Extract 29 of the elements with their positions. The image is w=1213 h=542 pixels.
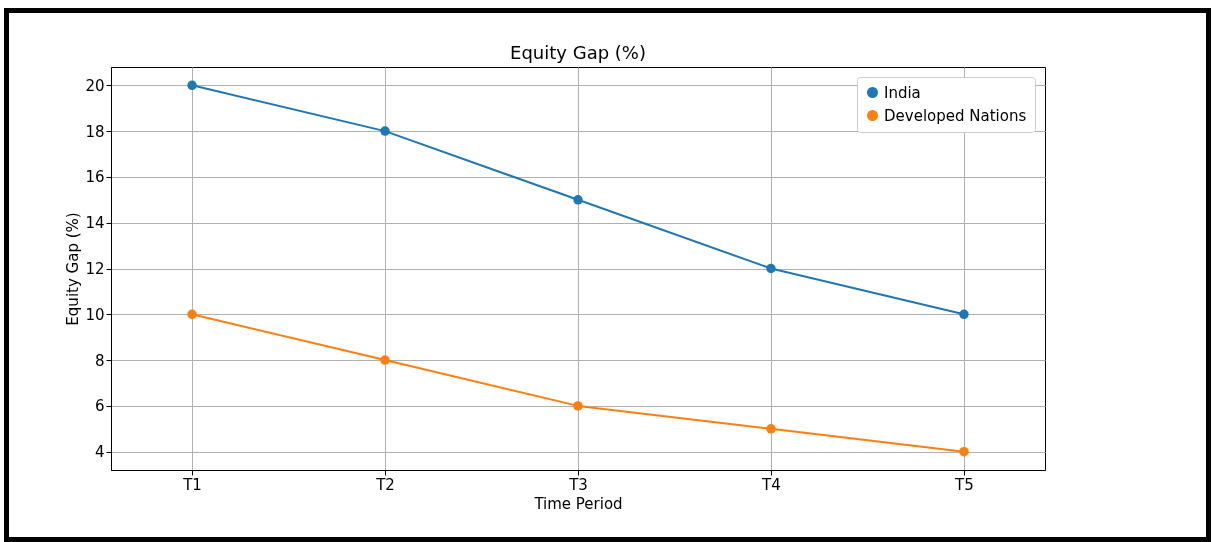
point bbox=[187, 309, 197, 320]
y-axis-title: Equity Gap (%) bbox=[64, 212, 83, 326]
point bbox=[766, 263, 776, 274]
x-tick-label: T2 bbox=[375, 475, 395, 494]
point bbox=[573, 195, 583, 205]
point bbox=[573, 401, 583, 411]
point bbox=[959, 446, 969, 457]
point bbox=[187, 80, 197, 91]
point bbox=[766, 424, 776, 434]
point bbox=[380, 126, 390, 136]
point bbox=[959, 309, 969, 320]
x-tick-label: T1 bbox=[182, 475, 202, 494]
x-tick-label: T3 bbox=[568, 475, 588, 494]
legend-label: Developed Nations bbox=[884, 106, 1027, 125]
y-tick-label: 16 bbox=[85, 168, 105, 187]
y-tick-label: 12 bbox=[85, 260, 105, 278]
chart-title: Equity Gap (%) bbox=[510, 42, 646, 63]
y-tick-label: 8 bbox=[94, 351, 105, 370]
x-axis-title: Time Period bbox=[533, 494, 623, 513]
y-tick-label: 14 bbox=[85, 214, 105, 233]
y-tick-label: 4 bbox=[94, 443, 105, 462]
legend-label: India bbox=[884, 83, 921, 102]
y-tick-label: 18 bbox=[85, 122, 105, 141]
x-tick-label: T4 bbox=[761, 475, 781, 494]
y-tick-label: 10 bbox=[85, 305, 105, 324]
point bbox=[380, 355, 390, 365]
x-tick-label: T5 bbox=[954, 475, 974, 494]
y-tick-label: 20 bbox=[85, 76, 105, 95]
y-tick-label: 6 bbox=[94, 397, 105, 416]
